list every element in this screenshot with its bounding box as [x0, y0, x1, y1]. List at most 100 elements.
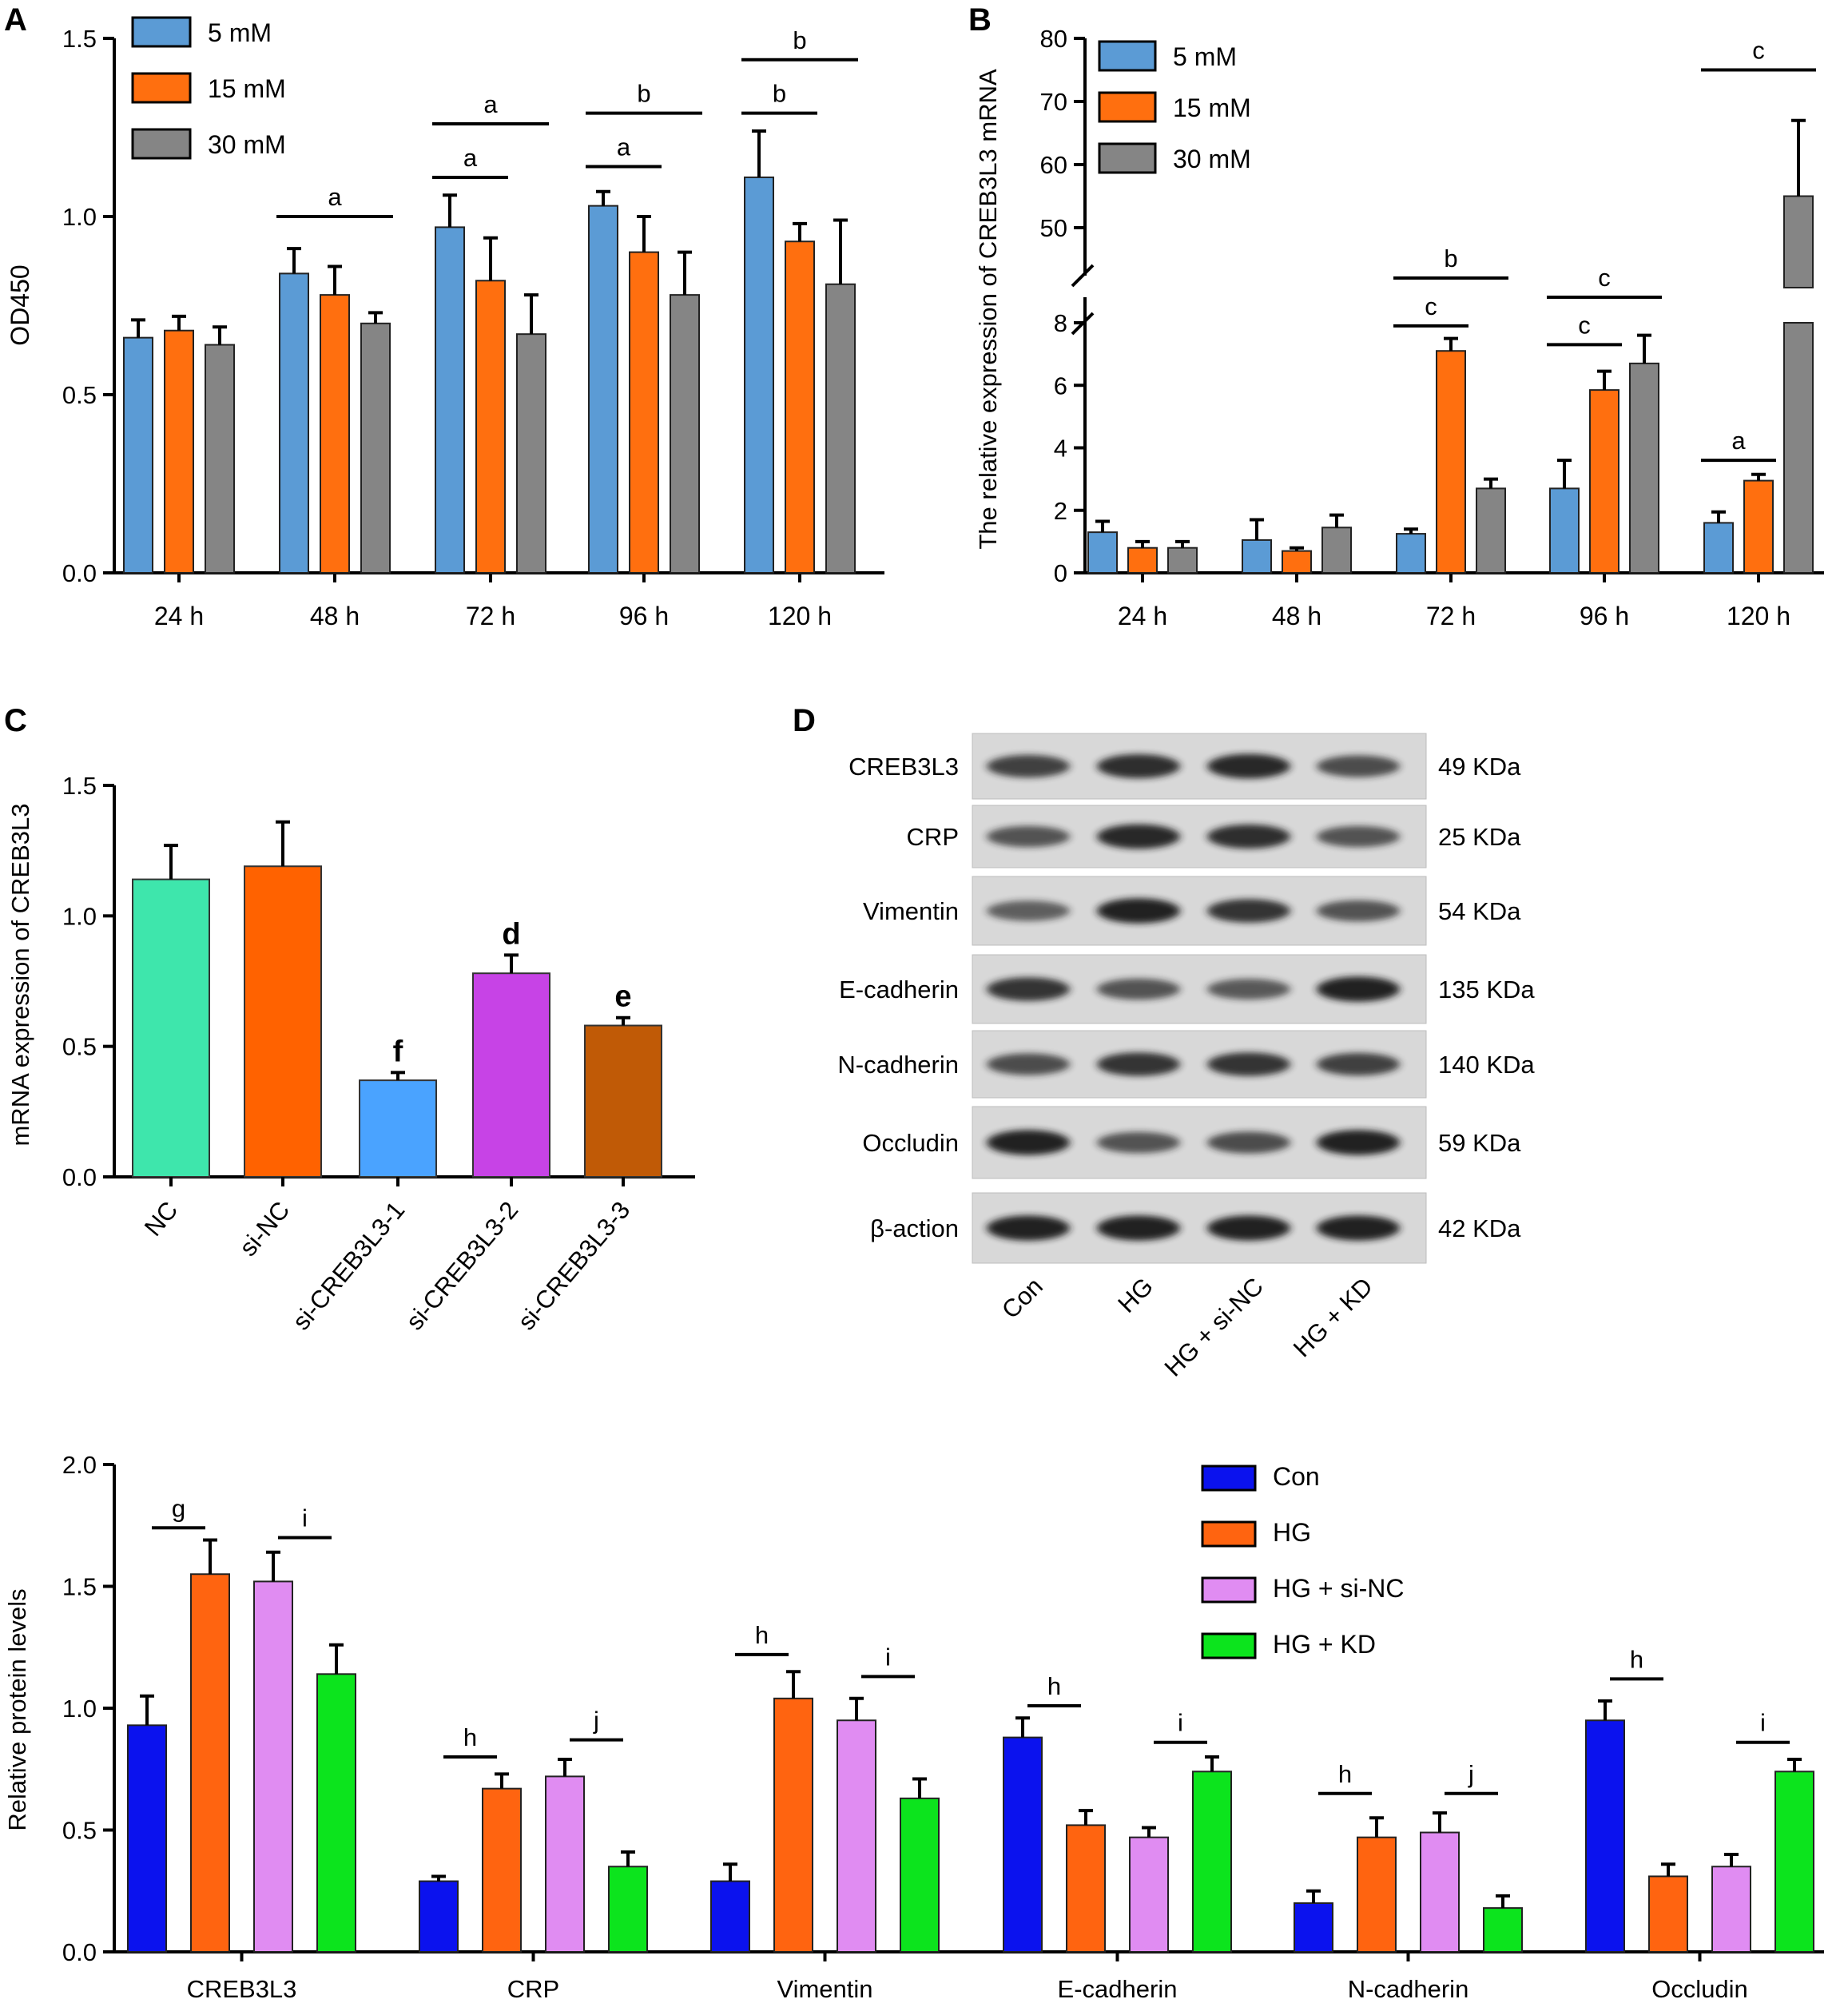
blot-band — [1317, 1130, 1400, 1155]
chart-d: 0.0 0.5 1.0 1.5 2.0 Relative protein levels CR… — [3, 1451, 1824, 2003]
bar — [132, 878, 210, 1178]
legend-label: 15 mM — [1173, 93, 1251, 122]
bar — [1087, 531, 1118, 574]
blot-band — [1097, 824, 1180, 849]
y-tick-label: 80 — [1040, 25, 1067, 53]
x-tick-label: CREB3L3 — [187, 1975, 297, 2003]
significance-label: j — [1468, 1760, 1474, 1788]
bar — [744, 176, 774, 574]
x-tick-label: si-CREB3L3-1 — [287, 1196, 410, 1335]
bar — [1167, 546, 1198, 574]
blot-size-label: 54 KDa — [1438, 897, 1521, 925]
blot-protein-label: β-action — [870, 1214, 959, 1242]
legend-swatch — [1098, 91, 1157, 123]
blot-lane-label: Con — [996, 1272, 1048, 1324]
x-tick-label: si-NC — [234, 1196, 296, 1262]
bar — [360, 322, 391, 574]
blot-band — [1207, 1215, 1290, 1241]
significance-label: h — [1630, 1645, 1643, 1673]
y-tick-label: 1.0 — [62, 203, 97, 231]
bar — [825, 283, 856, 574]
y-tick-label: 1.0 — [62, 1695, 97, 1723]
bar — [1774, 1771, 1814, 1953]
blot-size-label: 140 KDa — [1438, 1051, 1535, 1079]
bar — [1127, 546, 1158, 574]
bar — [435, 226, 465, 574]
blot-protein-label: CRP — [907, 823, 959, 851]
x-tick-label: E-cadherin — [1058, 1975, 1178, 2003]
bar — [279, 272, 309, 574]
significance-label: b — [1444, 244, 1457, 272]
panel-label-c: C — [4, 703, 27, 738]
significance-label: c — [1598, 264, 1611, 292]
y-tick-label: 8 — [1054, 309, 1067, 337]
bar — [837, 1719, 876, 1953]
significance-label: c — [1425, 292, 1437, 320]
blot-size-label: 25 KDa — [1438, 823, 1521, 851]
bar — [670, 294, 700, 574]
bar — [1711, 1866, 1751, 1953]
y-tick-label: 1.5 — [62, 1573, 97, 1601]
significance-label: a — [328, 183, 342, 211]
bar — [1321, 527, 1352, 574]
panel-label-a: A — [4, 2, 27, 38]
y-axis-label: The relative expression of CREB3L3 mRNA — [974, 69, 1002, 550]
blot-lane-label: HG — [1112, 1272, 1158, 1318]
blot-band — [1097, 1131, 1180, 1154]
blot-band — [1097, 753, 1180, 779]
chart-b: 0 2 4 6 8 50 60 70 80 The relative expression of … — [974, 25, 1824, 630]
x-tick-label: 24 h — [1118, 602, 1167, 630]
bar — [1129, 1836, 1169, 1953]
legend-swatch — [1098, 142, 1157, 174]
y-axis-label: mRNA expression of CREB3L3 — [6, 803, 34, 1146]
bar — [359, 1079, 437, 1178]
blot-band — [1097, 898, 1180, 924]
x-tick-label: CRP — [507, 1975, 559, 2003]
significance-label: b — [773, 80, 786, 108]
bar — [1589, 389, 1619, 574]
blot-protein-label: E-cadherin — [839, 976, 959, 1004]
blot-band — [987, 1053, 1070, 1075]
significance-label: i — [1760, 1709, 1766, 1737]
blot-size-label: 59 KDa — [1438, 1129, 1521, 1157]
legend-swatch — [1201, 1632, 1257, 1659]
significance-label: a — [617, 133, 631, 161]
bar — [900, 1797, 940, 1953]
y-tick-label: 50 — [1040, 214, 1067, 242]
bar — [205, 344, 235, 574]
legend-label: 5 mM — [208, 18, 272, 47]
bar — [608, 1866, 648, 1953]
bar — [773, 1697, 813, 1953]
blot-band — [1207, 979, 1290, 1000]
y-tick-label: 1.0 — [62, 902, 97, 930]
y-tick-label: 0.5 — [62, 1033, 97, 1061]
blot-protein-label: CREB3L3 — [848, 753, 959, 781]
bar — [1549, 487, 1580, 574]
x-tick-label: si-CREB3L3-2 — [400, 1196, 523, 1335]
blot-band — [987, 825, 1070, 848]
bar — [1476, 487, 1506, 574]
bar — [419, 1880, 459, 1953]
significance-label: d — [502, 917, 520, 951]
blot-band — [987, 754, 1070, 778]
bar — [516, 333, 546, 574]
y-tick-label: 0.0 — [62, 1163, 97, 1191]
x-tick-label: NC — [139, 1196, 184, 1242]
legend-swatch — [1098, 40, 1157, 72]
bar — [1483, 1907, 1523, 1953]
x-tick-label: 120 h — [768, 602, 832, 630]
blot-band — [1097, 1052, 1180, 1076]
blot-size-label: 135 KDa — [1438, 976, 1535, 1004]
legend-swatch — [1201, 1465, 1257, 1492]
bar — [123, 336, 153, 574]
significance-label: i — [302, 1504, 308, 1532]
bar — [1357, 1836, 1397, 1953]
bar — [190, 1573, 230, 1953]
legend-label: 30 mM — [208, 130, 286, 159]
significance-label: c — [1578, 311, 1591, 339]
blot-band — [1207, 1131, 1290, 1154]
y-tick-label: 70 — [1040, 88, 1067, 116]
bar — [1294, 1902, 1333, 1953]
bar — [164, 329, 194, 574]
y-tick-label: 6 — [1054, 372, 1067, 399]
